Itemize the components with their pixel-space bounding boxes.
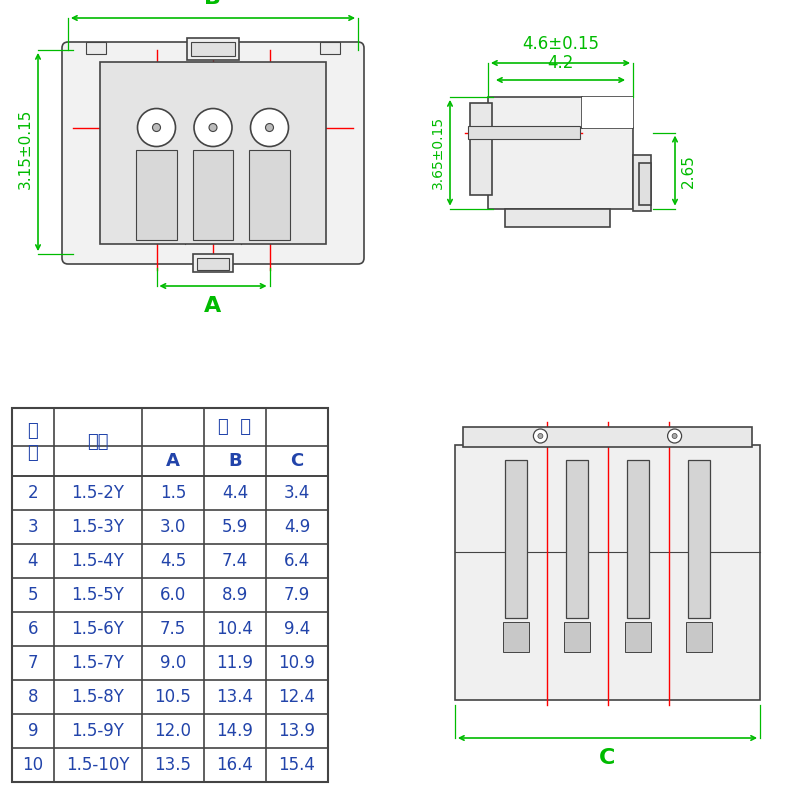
FancyBboxPatch shape	[62, 42, 364, 264]
Circle shape	[209, 123, 217, 131]
Text: 7: 7	[28, 654, 38, 672]
Bar	[564, 622, 590, 653]
Bar	[187, 38, 239, 60]
Text: A: A	[166, 452, 180, 470]
Text: 位
数: 位 数	[28, 422, 38, 462]
Bar	[86, 42, 106, 54]
Text: 13.9: 13.9	[278, 722, 315, 740]
Text: 10.9: 10.9	[278, 654, 315, 672]
Bar	[633, 155, 651, 211]
Circle shape	[153, 123, 161, 131]
Text: 1.5-2Y: 1.5-2Y	[71, 484, 125, 502]
Text: 16.4: 16.4	[217, 756, 254, 774]
Text: 4.4: 4.4	[222, 484, 248, 502]
Circle shape	[538, 434, 543, 438]
Text: B: B	[228, 452, 242, 470]
Text: 10.4: 10.4	[217, 620, 254, 638]
Text: 7.4: 7.4	[222, 552, 248, 570]
Text: 9.4: 9.4	[284, 620, 310, 638]
Bar	[463, 427, 752, 447]
Text: 1.5-7Y: 1.5-7Y	[71, 654, 125, 672]
Text: B: B	[205, 0, 222, 8]
Bar	[506, 209, 610, 226]
Bar	[193, 150, 234, 240]
Bar	[197, 258, 229, 270]
Bar	[100, 62, 326, 244]
Text: 3.4: 3.4	[284, 484, 310, 502]
Text: 6.0: 6.0	[160, 586, 186, 604]
Text: 4.5: 4.5	[160, 552, 186, 570]
Text: 型号: 型号	[87, 433, 109, 451]
Text: 尺  寸: 尺 寸	[218, 418, 251, 436]
Text: 2: 2	[28, 484, 38, 502]
Text: 10.5: 10.5	[154, 688, 191, 706]
Text: 1.5-3Y: 1.5-3Y	[71, 518, 125, 536]
Bar	[468, 126, 580, 139]
Text: 8.9: 8.9	[222, 586, 248, 604]
Text: 2.65: 2.65	[681, 154, 696, 187]
Bar	[249, 150, 290, 240]
Bar	[320, 42, 340, 54]
Bar	[455, 445, 760, 700]
Text: 15.4: 15.4	[278, 756, 315, 774]
Bar	[686, 622, 712, 653]
Text: 12.4: 12.4	[278, 688, 315, 706]
Bar	[627, 460, 649, 618]
Text: 14.9: 14.9	[217, 722, 254, 740]
Text: 1.5-5Y: 1.5-5Y	[71, 586, 125, 604]
Text: 4.6±0.15: 4.6±0.15	[522, 35, 599, 53]
Text: 5: 5	[28, 586, 38, 604]
Text: 6: 6	[28, 620, 38, 638]
Text: 13.5: 13.5	[154, 756, 191, 774]
Text: 13.4: 13.4	[217, 688, 254, 706]
Bar	[639, 163, 651, 206]
Circle shape	[672, 434, 677, 438]
Bar	[488, 97, 633, 209]
Text: 1.5-8Y: 1.5-8Y	[71, 688, 125, 706]
Circle shape	[667, 429, 682, 443]
Circle shape	[194, 109, 232, 146]
Text: 9.0: 9.0	[160, 654, 186, 672]
Text: C: C	[599, 748, 616, 768]
Text: 7.9: 7.9	[284, 586, 310, 604]
Bar	[505, 460, 527, 618]
Bar	[191, 42, 235, 56]
Text: 3.15±0.15: 3.15±0.15	[18, 109, 33, 189]
Bar	[582, 97, 633, 128]
Text: 3.0: 3.0	[160, 518, 186, 536]
Text: 9: 9	[28, 722, 38, 740]
Text: 3: 3	[28, 518, 38, 536]
Text: 1.5-6Y: 1.5-6Y	[71, 620, 125, 638]
Circle shape	[266, 123, 274, 131]
Text: 1.5: 1.5	[160, 484, 186, 502]
Text: 8: 8	[28, 688, 38, 706]
Text: 4: 4	[28, 552, 38, 570]
Text: 4.9: 4.9	[284, 518, 310, 536]
Text: C: C	[290, 452, 304, 470]
Bar	[503, 622, 529, 653]
Circle shape	[138, 109, 175, 146]
Text: A: A	[204, 296, 222, 316]
Bar	[688, 460, 710, 618]
Bar	[193, 254, 233, 272]
Bar	[136, 150, 177, 240]
Text: 1.5-10Y: 1.5-10Y	[66, 756, 130, 774]
Circle shape	[250, 109, 289, 146]
Text: 7.5: 7.5	[160, 620, 186, 638]
Text: 5.9: 5.9	[222, 518, 248, 536]
Bar	[12, 408, 328, 782]
Bar	[470, 103, 492, 194]
Text: 1.5-9Y: 1.5-9Y	[71, 722, 125, 740]
Bar	[566, 460, 588, 618]
Text: 1.5-4Y: 1.5-4Y	[71, 552, 125, 570]
Bar	[625, 622, 651, 653]
Text: 11.9: 11.9	[217, 654, 254, 672]
Text: 4.2: 4.2	[547, 54, 574, 72]
Circle shape	[534, 429, 547, 443]
Text: 12.0: 12.0	[154, 722, 191, 740]
Text: 3.65±0.15: 3.65±0.15	[431, 116, 445, 190]
Text: 6.4: 6.4	[284, 552, 310, 570]
Text: 10: 10	[22, 756, 43, 774]
